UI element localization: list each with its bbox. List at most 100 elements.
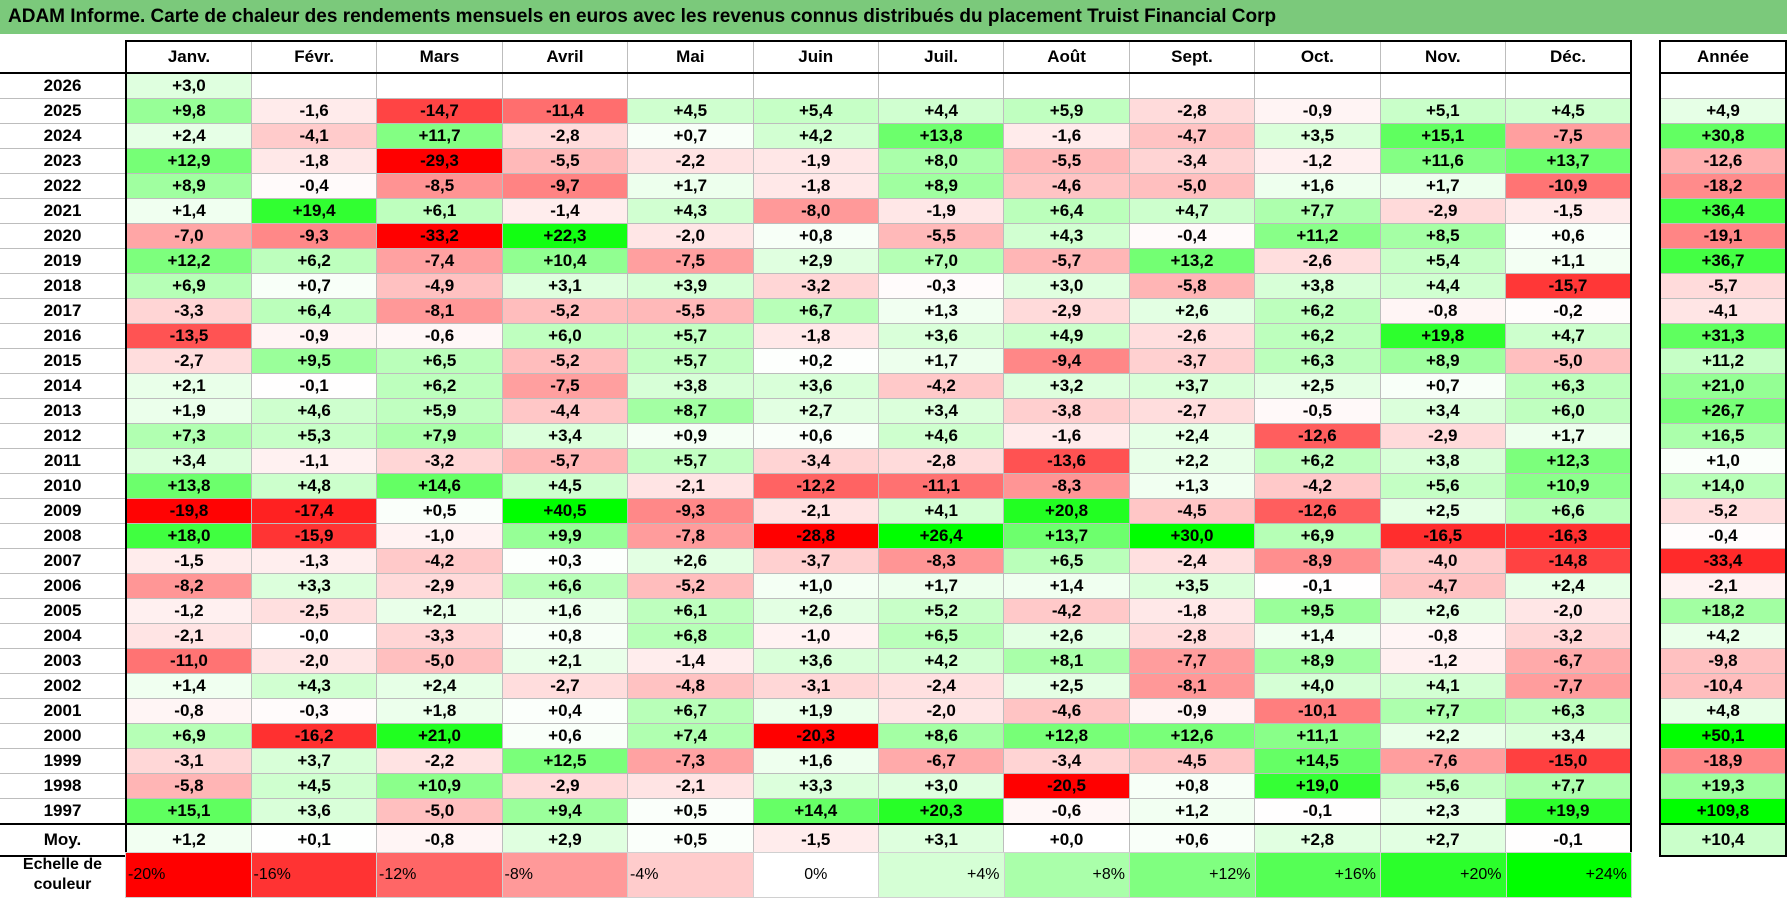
year-label: 2026 — [0, 72, 127, 99]
heatmap-cell — [1254, 72, 1381, 99]
heatmap-cell: -15,9 — [250, 523, 378, 549]
heatmap-cell: -5,5 — [877, 223, 1005, 249]
heatmap-cell: -2,8 — [1128, 623, 1256, 649]
heatmap-cell: +19,9 — [1504, 798, 1632, 825]
heatmap-cell: +0,8 — [752, 223, 879, 249]
heatmap-cell: +3,3 — [250, 573, 378, 599]
heatmap-cell: +4,9 — [1003, 323, 1130, 349]
heatmap-cell: +15,1 — [124, 798, 252, 825]
heatmap-cell: -2,6 — [1254, 248, 1381, 274]
heatmap-cell: -1,8 — [1128, 598, 1256, 624]
heatmap-cell — [1379, 72, 1506, 99]
heatmap-cell: -1,6 — [250, 98, 378, 124]
heatmap-cell: -20,5 — [1003, 773, 1130, 799]
heatmap-cell: +3,6 — [752, 648, 879, 674]
year-row: 2009 -19,8 -17,4 +0,5 +40,5 -9,3 -2,1 +4,1 +20,8… — [0, 498, 1632, 524]
heatmap-cell: -2,8 — [501, 123, 629, 149]
month-header: Juin — [752, 40, 879, 74]
heatmap-cell: +7,7 — [1379, 698, 1506, 724]
heatmap-cell: -2,7 — [501, 673, 629, 699]
annual-cell: -5,7 — [1659, 273, 1787, 299]
heatmap-cell: +8,9 — [877, 173, 1005, 199]
year-row: 2014 +2,1 -0,1 +6,2 -7,5 +3,8 +3,6 -4,2 +3,2 +3,7… — [0, 373, 1632, 399]
heatmap-cell: -4,4 — [501, 398, 629, 424]
heatmap-cell: -0,6 — [376, 323, 503, 349]
month-header: Févr. — [250, 40, 378, 74]
heatmap-cell: +6,3 — [1504, 698, 1632, 724]
heatmap-cell: +2,4 — [1128, 423, 1256, 449]
heatmap-cell: +4,0 — [1254, 673, 1381, 699]
heatmap-cell: +6,9 — [124, 723, 252, 749]
average-cell: +0,6 — [1128, 823, 1256, 857]
annual-cell: -10,4 — [1659, 673, 1787, 699]
year-row: 2011 +3,4 -1,1 -3,2 -5,7 +5,7 -3,4 -2,8 -13,6 +2,… — [0, 448, 1632, 474]
heatmap-cell: +13,7 — [1504, 148, 1632, 174]
heatmap-cell: -7,7 — [1504, 673, 1632, 699]
heatmap-cell: -2,1 — [627, 773, 754, 799]
heatmap-cell: +7,3 — [124, 423, 252, 449]
heatmap-cell: +2,6 — [1003, 623, 1130, 649]
heatmap-cell: +2,1 — [376, 598, 503, 624]
month-header: Juil. — [877, 40, 1005, 74]
year-label: 2013 — [0, 398, 127, 424]
heatmap-cell: +8,0 — [877, 148, 1005, 174]
heatmap-cell: -0,4 — [1128, 223, 1256, 249]
heatmap-cell: +6,3 — [1254, 348, 1381, 374]
heatmap-cell: -3,4 — [1003, 748, 1130, 774]
heatmap-cell: +14,5 — [1254, 748, 1381, 774]
heatmap-cell: +4,5 — [1504, 98, 1632, 124]
heatmap-cell: +1,4 — [1254, 623, 1381, 649]
heatmap-cell: +2,6 — [1379, 598, 1506, 624]
scale-swatch: -20% — [125, 852, 252, 898]
heatmap-cell: -0,1 — [250, 373, 378, 399]
heatmap-cell: -9,3 — [250, 223, 378, 249]
heatmap-cell: +6,0 — [501, 323, 629, 349]
heatmap-cell: -5,5 — [627, 298, 754, 324]
heatmap-cell: -0,3 — [877, 273, 1005, 299]
heatmap-cell — [376, 72, 503, 99]
year-row: 2021 +1,4 +19,4 +6,1 -1,4 +4,3 -8,0 -1,9 +6,4 +4,… — [0, 198, 1632, 224]
year-row: 2020 -7,0 -9,3 -33,2 +22,3 -2,0 +0,8 -5,5 +4,3 -0… — [0, 223, 1632, 249]
heatmap-cell: +3,5 — [1254, 123, 1381, 149]
month-header: Déc. — [1504, 40, 1632, 74]
heatmap-cell: +11,7 — [376, 123, 503, 149]
heatmap-cell: +6,0 — [1504, 398, 1632, 424]
heatmap-cell: +1,7 — [1504, 423, 1632, 449]
heatmap-cell: +22,3 — [501, 223, 629, 249]
heatmap-cell — [1128, 72, 1256, 99]
heatmap-cell: -2,9 — [1003, 298, 1130, 324]
heatmap-cell: -7,5 — [1504, 123, 1632, 149]
year-row: 2003 -11,0 -2,0 -5,0 +2,1 -1,4 +3,6 +4,2 +8,1 -7,… — [0, 648, 1632, 674]
heatmap-cell: -0,5 — [1254, 398, 1381, 424]
heatmap-cell: +6,6 — [501, 573, 629, 599]
heatmap-cell: +18,0 — [124, 523, 252, 549]
heatmap-cell: +6,5 — [1003, 548, 1130, 574]
heatmap-cell: -1,9 — [877, 198, 1005, 224]
heatmap-cell — [752, 72, 879, 99]
annual-cell: +4,8 — [1659, 698, 1787, 724]
heatmap-cell: +7,7 — [1254, 198, 1381, 224]
heatmap-cell: -3,1 — [124, 748, 252, 774]
heatmap-cell: -2,8 — [1128, 98, 1256, 124]
year-label: 2021 — [0, 198, 127, 224]
heatmap-cell: +4,8 — [250, 473, 378, 499]
heatmap-cell: -5,8 — [1128, 273, 1256, 299]
heatmap-cell: -1,3 — [250, 548, 378, 574]
heatmap-cell: +3,6 — [250, 798, 378, 825]
heatmap-cell: +1,4 — [1003, 573, 1130, 599]
heatmap-cell: +4,7 — [1128, 198, 1256, 224]
heatmap-cell: +5,7 — [627, 348, 754, 374]
heatmap-cell: +7,0 — [877, 248, 1005, 274]
heatmap-cell: -6,7 — [877, 748, 1005, 774]
heatmap-cell: -10,1 — [1254, 698, 1381, 724]
heatmap-cell: -1,5 — [1504, 198, 1632, 224]
heatmap-cell: -4,6 — [1003, 698, 1130, 724]
heatmap-cell: +2,6 — [627, 548, 754, 574]
heatmap-cell: +6,5 — [376, 348, 503, 374]
year-label: 2009 — [0, 498, 127, 524]
heatmap-cell: +7,9 — [376, 423, 503, 449]
heatmap-cell: +1,4 — [124, 673, 252, 699]
year-label: 2020 — [0, 223, 127, 249]
heatmap-cell: -1,0 — [376, 523, 503, 549]
heatmap-cell: -2,5 — [250, 598, 378, 624]
